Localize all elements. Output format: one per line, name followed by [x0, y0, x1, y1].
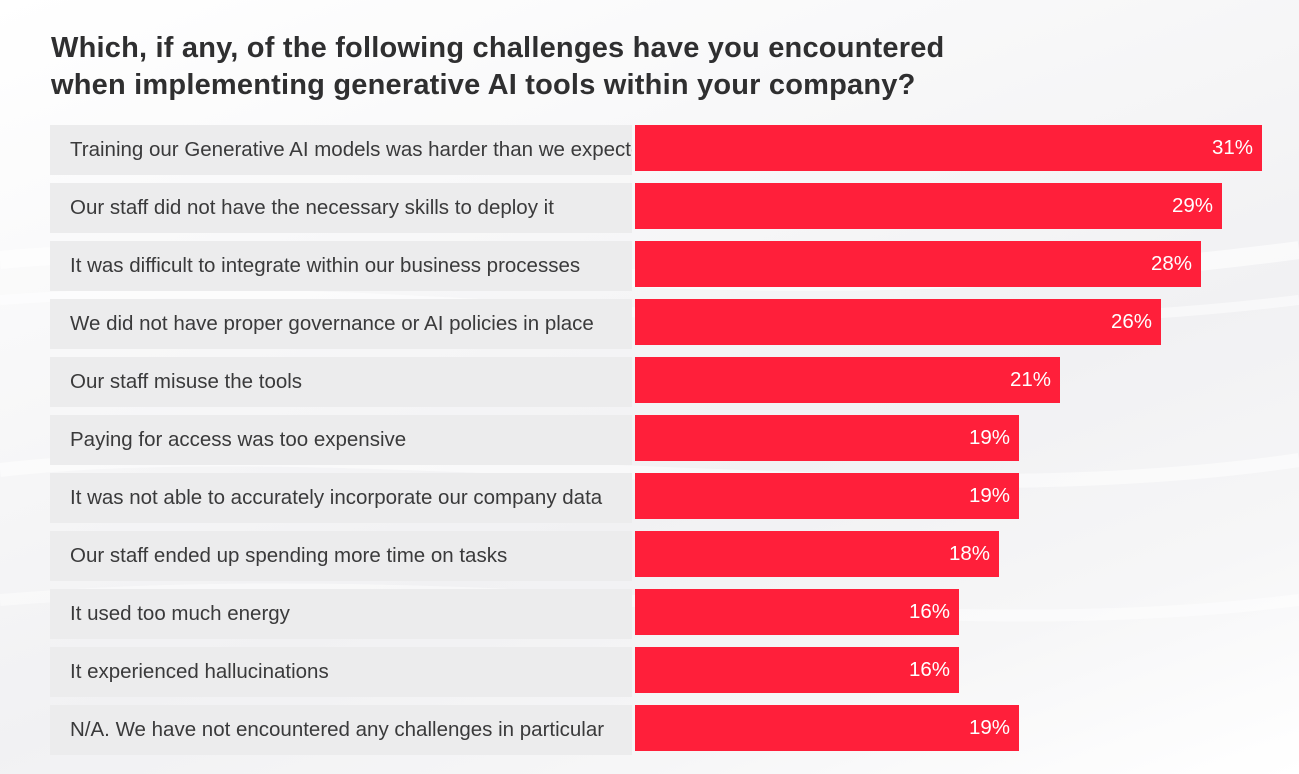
- bar-value-label: 19%: [968, 426, 1010, 449]
- bar-value-label: 19%: [968, 484, 1010, 507]
- bar-row: We did not have proper governance or AI …: [50, 299, 1270, 349]
- bar: 18%: [635, 531, 999, 577]
- category-label: Our staff ended up spending more time on…: [50, 531, 632, 581]
- bar-value-label: 16%: [908, 658, 950, 681]
- category-label: N/A. We have not encountered any challen…: [50, 705, 632, 755]
- category-label: It experienced hallucinations: [50, 647, 632, 697]
- category-label: Our staff did not have the necessary ski…: [50, 183, 632, 233]
- bar-row: Training our Generative AI models was ha…: [50, 125, 1270, 175]
- bar: 29%: [635, 183, 1222, 229]
- chart-title-line-2: when implementing generative AI tools wi…: [51, 69, 916, 101]
- bar-row: Paying for access was too expensive 19%: [50, 415, 1270, 465]
- bar: 28%: [635, 241, 1201, 287]
- bar-value-label: 19%: [968, 716, 1010, 739]
- bar-row: It was not able to accurately incorporat…: [50, 473, 1270, 523]
- bar: 26%: [635, 299, 1161, 345]
- bar-row: It was difficult to integrate within our…: [50, 241, 1270, 291]
- category-label: It was difficult to integrate within our…: [50, 241, 632, 291]
- bar-row: It used too much energy 16%: [50, 589, 1270, 639]
- bar-value-label: 21%: [1009, 368, 1051, 391]
- bar-value-label: 18%: [948, 542, 990, 565]
- bar-row: Our staff ended up spending more time on…: [50, 531, 1270, 581]
- bar-row: It experienced hallucinations 16%: [50, 647, 1270, 697]
- chart-title: Which, if any, of the following challeng…: [51, 30, 1051, 104]
- category-label: It was not able to accurately incorporat…: [50, 473, 632, 523]
- bar: 16%: [635, 647, 959, 693]
- bar-value-label: 28%: [1150, 252, 1192, 275]
- chart-title-line-1: Which, if any, of the following challeng…: [51, 32, 945, 64]
- horizontal-bar-chart: Training our Generative AI models was ha…: [50, 125, 1270, 755]
- bar: 31%: [635, 125, 1262, 171]
- category-label: Training our Generative AI models was ha…: [50, 125, 632, 175]
- category-label: Our staff misuse the tools: [50, 357, 632, 407]
- category-label: It used too much energy: [50, 589, 632, 639]
- bar: 16%: [635, 589, 959, 635]
- bar-value-label: 16%: [908, 600, 950, 623]
- category-label: Paying for access was too expensive: [50, 415, 632, 465]
- category-label: We did not have proper governance or AI …: [50, 299, 632, 349]
- bar: 21%: [635, 357, 1060, 403]
- bar-value-label: 31%: [1211, 136, 1253, 159]
- bar-row: Our staff did not have the necessary ski…: [50, 183, 1270, 233]
- bar-value-label: 29%: [1171, 194, 1213, 217]
- bar-value-label: 26%: [1110, 310, 1152, 333]
- bar-row: Our staff misuse the tools 21%: [50, 357, 1270, 407]
- bar: 19%: [635, 473, 1019, 519]
- bar: 19%: [635, 415, 1019, 461]
- bar-row: N/A. We have not encountered any challen…: [50, 705, 1270, 755]
- bar: 19%: [635, 705, 1019, 751]
